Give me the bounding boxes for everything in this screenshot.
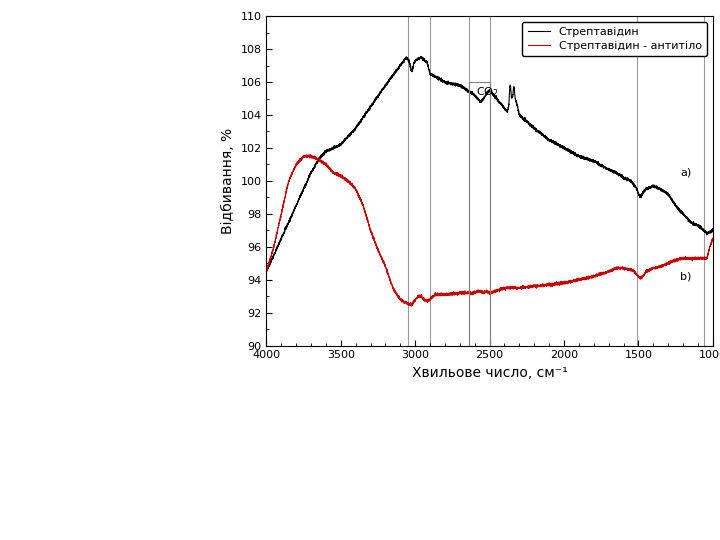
Y-axis label: Відбивання, %: Відбивання, % (221, 128, 235, 234)
Стрептавідин (595, 163, 604, 169)
Стрептавідин - антитіло (306, 152, 315, 158)
Стрептавідин - антитіло (262, 268, 271, 275)
Стрептавідин (530, 126, 539, 133)
Text: b): b) (680, 272, 691, 282)
Стрептавідин - антитіло (433, 292, 441, 298)
Стрептавідин (552, 140, 561, 146)
Стрептавідин - антитіло (407, 303, 415, 309)
Стрептавідин (433, 74, 441, 80)
Line: Стрептавідин: Стрептавідин (266, 56, 713, 272)
Стрептавідин - антитіло (343, 178, 352, 184)
Стрептавідин (262, 268, 271, 275)
Стрептавідин - антитіло (530, 283, 539, 289)
Стрептавідин - антитіло (595, 271, 604, 278)
Line: Стрептавідин - антитіло: Стрептавідин - антитіло (266, 155, 713, 306)
Стрептавідин - антитіло (629, 267, 638, 274)
Legend: Стрептавідин, Стрептавідин - антитіло: Стрептавідин, Стрептавідин - антитіло (522, 22, 707, 56)
Стрептавідин (708, 228, 717, 234)
Text: CO$_2$: CO$_2$ (476, 85, 499, 99)
X-axis label: Хвильове число, см⁻¹: Хвильове число, см⁻¹ (412, 366, 567, 380)
Стрептавідин (343, 132, 352, 139)
Стрептавідин - антитіло (552, 281, 561, 288)
Text: a): a) (680, 168, 691, 178)
Стрептавідин (416, 53, 425, 59)
Стрептавідин (629, 180, 638, 187)
Стрептавідин (262, 268, 271, 274)
Стрептавідин - антитіло (708, 235, 717, 241)
Bar (469, 82, 490, 346)
